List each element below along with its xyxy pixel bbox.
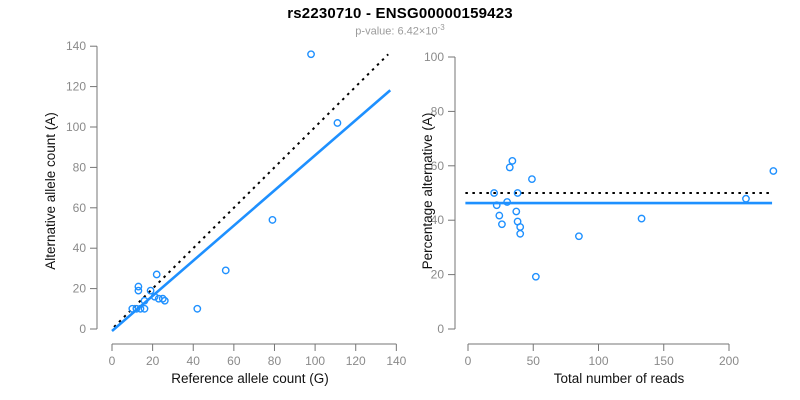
y-tick-label: 60	[431, 159, 445, 173]
data-point	[134, 282, 143, 291]
figure-subtitle: p-value: 6.42×10-3	[0, 23, 800, 38]
x-tick-label: 0	[465, 354, 472, 368]
data-point	[146, 286, 155, 295]
pvalue-exponent: -3	[437, 23, 445, 32]
x-tick-label: 150	[654, 354, 674, 368]
y-tick-label: 80	[73, 160, 87, 174]
fit-line	[111, 89, 392, 333]
right-plot-panel: 0 20 40 60 80 100 0 50 100 150 200	[424, 50, 778, 368]
y-tick-label: 100	[66, 120, 86, 134]
data-point	[742, 194, 750, 203]
data-point	[513, 189, 522, 197]
data-point	[531, 272, 540, 281]
data-point	[140, 296, 149, 305]
x-tick-label: 60	[227, 354, 241, 368]
data-point	[512, 207, 521, 216]
y-tick-label: 20	[73, 282, 87, 296]
data-point	[498, 220, 506, 229]
y-tick-label: 120	[66, 80, 86, 94]
data-point	[268, 216, 277, 224]
x-tick-label: 200	[719, 354, 739, 368]
data-point	[221, 266, 230, 275]
data-point	[134, 286, 143, 295]
data-point	[492, 201, 501, 210]
data-point	[516, 223, 525, 231]
data-point	[769, 167, 778, 175]
data-point	[505, 163, 514, 172]
data-point	[132, 304, 141, 313]
x-tick-label: 0	[109, 354, 116, 368]
data-point	[503, 198, 512, 206]
data-point	[490, 189, 498, 197]
data-point	[516, 229, 525, 238]
y-tick-label: 60	[73, 201, 87, 215]
data-point	[495, 211, 504, 220]
y-tick-label: 0	[437, 322, 444, 336]
y-tick-label: 140	[66, 39, 86, 53]
data-point	[160, 296, 169, 305]
right-y-axis-title: Percentage alternative (A)	[420, 113, 435, 270]
right-x-axis-title: Total number of reads	[554, 371, 685, 386]
data-point	[140, 304, 149, 313]
data-point	[528, 175, 536, 184]
x-tick-label: 40	[187, 354, 201, 368]
x-tick-label: 80	[268, 354, 282, 368]
y-tick-label: 100	[424, 50, 444, 64]
data-point	[307, 50, 315, 59]
x-tick-label: 100	[588, 354, 608, 368]
y-tick-label: 20	[431, 268, 445, 282]
y-tick-label: 80	[431, 104, 445, 118]
data-point	[152, 270, 161, 279]
data-point	[637, 214, 646, 223]
data-point	[575, 232, 583, 241]
x-tick-label: 20	[146, 354, 160, 368]
x-tick-label: 140	[386, 354, 406, 368]
left-x-axis-title: Reference allele count (G)	[171, 371, 329, 386]
y-tick-label: 40	[73, 241, 87, 255]
data-point	[158, 294, 167, 303]
data-point	[193, 304, 202, 313]
x-tick-label: 120	[346, 354, 366, 368]
pvalue-text: p-value: 6.42×10	[355, 25, 438, 38]
x-tick-label: 100	[305, 354, 325, 368]
data-point	[136, 304, 145, 313]
y-tick-label: 40	[431, 213, 445, 227]
data-point	[508, 157, 517, 165]
figure-title: rs2230710 - ENSG00000159423	[287, 5, 513, 22]
identity-line	[113, 53, 389, 328]
data-point	[150, 292, 159, 301]
y-tick-label: 0	[79, 322, 86, 336]
data-point	[333, 119, 342, 127]
data-point	[128, 304, 137, 313]
left-plot-panel: 0 20 40 60 80 100 120 140 0 20 40 60 80 100 120 140	[66, 39, 407, 368]
left-y-axis-title: Alternative allele count (A)	[43, 112, 58, 270]
x-tick-label: 50	[527, 354, 541, 368]
